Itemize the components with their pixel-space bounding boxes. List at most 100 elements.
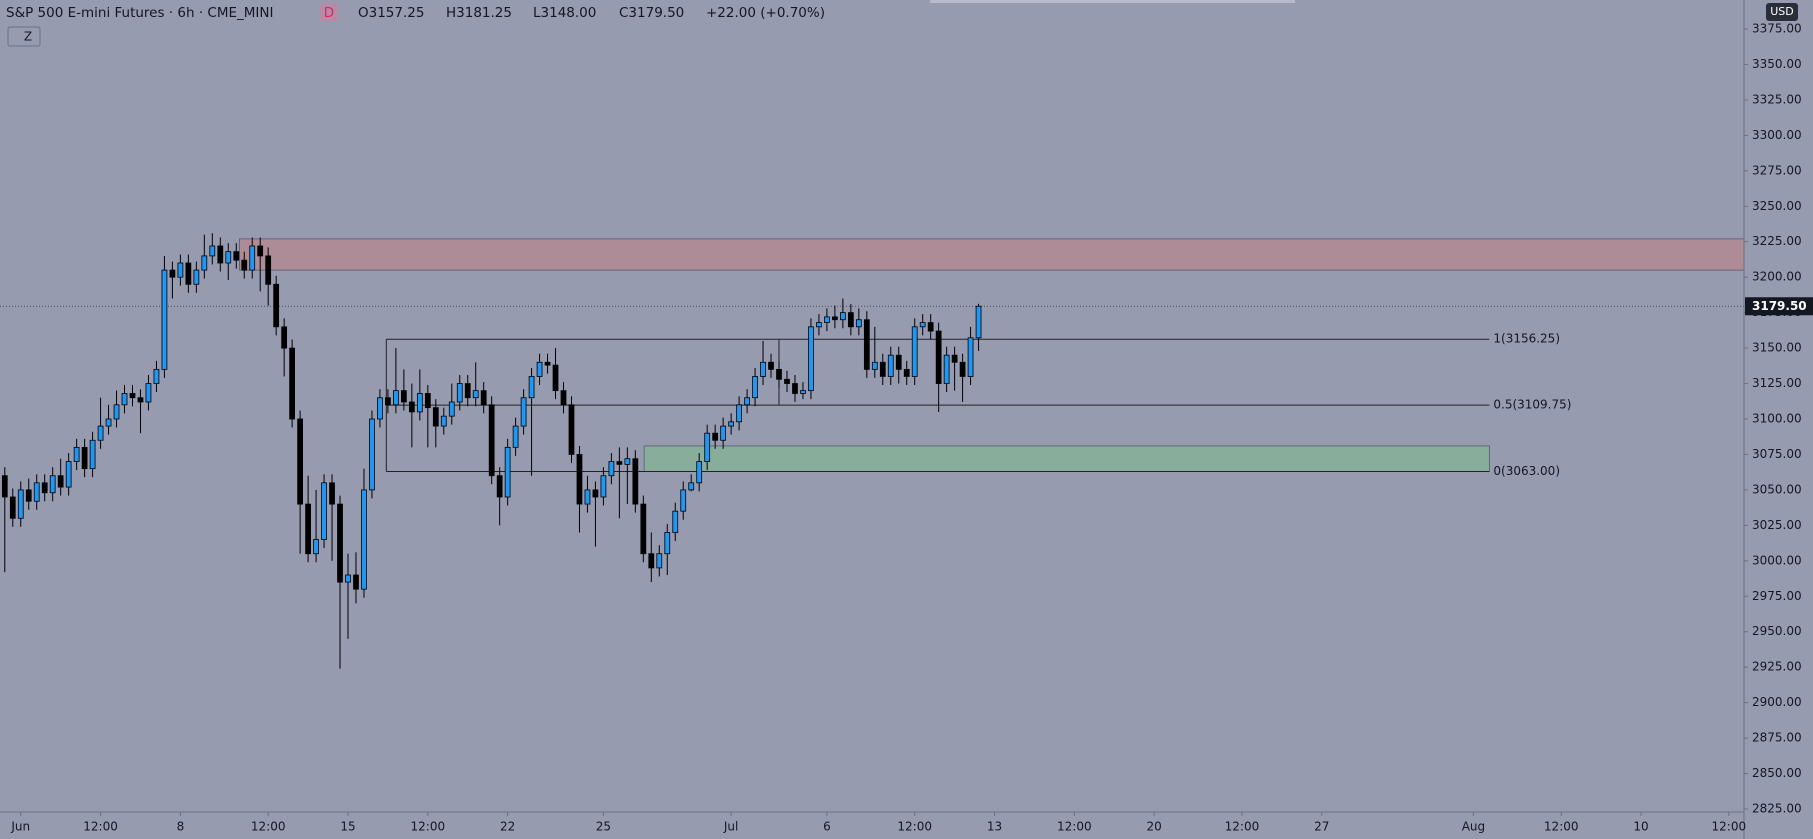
candle-body [728,421,734,427]
candle-body [424,393,431,409]
candle-body [137,397,144,403]
candle-body [632,458,639,505]
candle-body [57,475,64,488]
y-tick-label: 3250.00 [1752,199,1802,213]
candle-body [257,245,264,257]
fib-label: 0.5(3109.75) [1493,398,1571,412]
candle-body [568,404,575,455]
candle-body [25,489,32,502]
candle-body [145,383,152,403]
candle-body [951,354,958,363]
candle-body [177,262,184,278]
candle-body [129,393,136,399]
candle-body [784,378,790,384]
candle-body [544,361,551,366]
candle-body [528,376,535,399]
x-tick-label: 12:00 [1712,820,1747,834]
candle-body [345,574,351,583]
candle-body [65,461,72,488]
fib-label: 1(3156.25) [1493,332,1560,346]
x-tick-label: 12:00 [83,820,118,834]
candle-body [552,364,559,392]
candle-body [225,251,232,264]
badge[interactable] [320,3,338,22]
candle-body [792,383,798,394]
candle-body [664,532,671,555]
x-tick-label: 6 [823,820,831,834]
candle-body [592,489,599,498]
fib-label: 0(3063.00) [1493,464,1560,478]
last-price-label: 3179.50 [1752,299,1807,313]
candle-body [879,361,886,377]
candle-body [265,255,272,285]
candle-body [432,407,439,427]
candle-body [736,404,742,423]
candle-body [472,390,479,399]
candle-body [480,390,487,406]
x-tick-label: 25 [596,820,611,834]
candle-body [496,475,503,498]
y-tick-label: 3075.00 [1752,447,1802,461]
candle-body [193,269,200,285]
y-tick-label: 3000.00 [1752,553,1802,567]
candle-body [464,383,471,399]
candle-body [943,354,950,384]
candle-body [448,401,455,417]
candle-body [832,316,838,321]
candle-body [608,461,615,477]
candle-body [808,326,814,392]
y-tick-label: 2900.00 [1752,695,1802,709]
candle-body [744,397,750,406]
y-tick-label: 3275.00 [1752,163,1802,177]
zoom-button-label: Z [24,30,32,44]
zoom-button[interactable] [7,26,41,47]
x-tick-label: 12:00 [1225,820,1260,834]
candle-body [600,475,607,498]
candle-body [209,245,216,257]
candle-body [321,482,327,540]
candle-body [824,316,830,323]
candle-body [41,482,48,494]
y-tick-label: 2850.00 [1752,766,1802,780]
candle-body [169,269,176,278]
candle-body [97,425,104,441]
x-tick-label: 13 [987,820,1002,834]
candle-body [313,539,319,555]
x-tick-label: Jul [723,820,738,834]
candle-body [121,393,128,406]
candle-body [353,574,359,590]
y-tick-label: 2875.00 [1752,731,1802,745]
candle-body [863,319,870,370]
ohlc-close: C3179.50 [619,5,684,21]
x-tick-label: 15 [340,820,355,834]
x-tick-label: 10 [1633,820,1648,834]
x-tick-label: 27 [1314,820,1329,834]
candle-body [696,461,703,484]
candle-body [385,397,391,406]
candle-body [17,489,24,519]
currency-badge [1766,3,1798,21]
x-tick-label: 8 [177,820,185,834]
candle-body [847,312,854,328]
zone [643,445,1490,472]
candle-body [241,259,248,271]
candle-body [49,475,56,494]
candle-body [959,361,966,377]
candle-body [297,418,303,505]
candle-body [704,432,711,462]
candle-body [201,255,208,271]
candle-body [416,393,423,413]
zone [239,238,1745,271]
x-tick-label: 22 [500,820,515,834]
candle-body [440,415,447,427]
x-tick-label: 12:00 [411,820,446,834]
candle-body [113,404,120,420]
candle-body [624,458,631,465]
candle-body [456,383,463,403]
x-tick-label: 20 [1147,820,1162,834]
candle-body [903,368,910,377]
candle-body [560,390,567,406]
candle-body [855,319,862,328]
candle-body [89,439,96,470]
